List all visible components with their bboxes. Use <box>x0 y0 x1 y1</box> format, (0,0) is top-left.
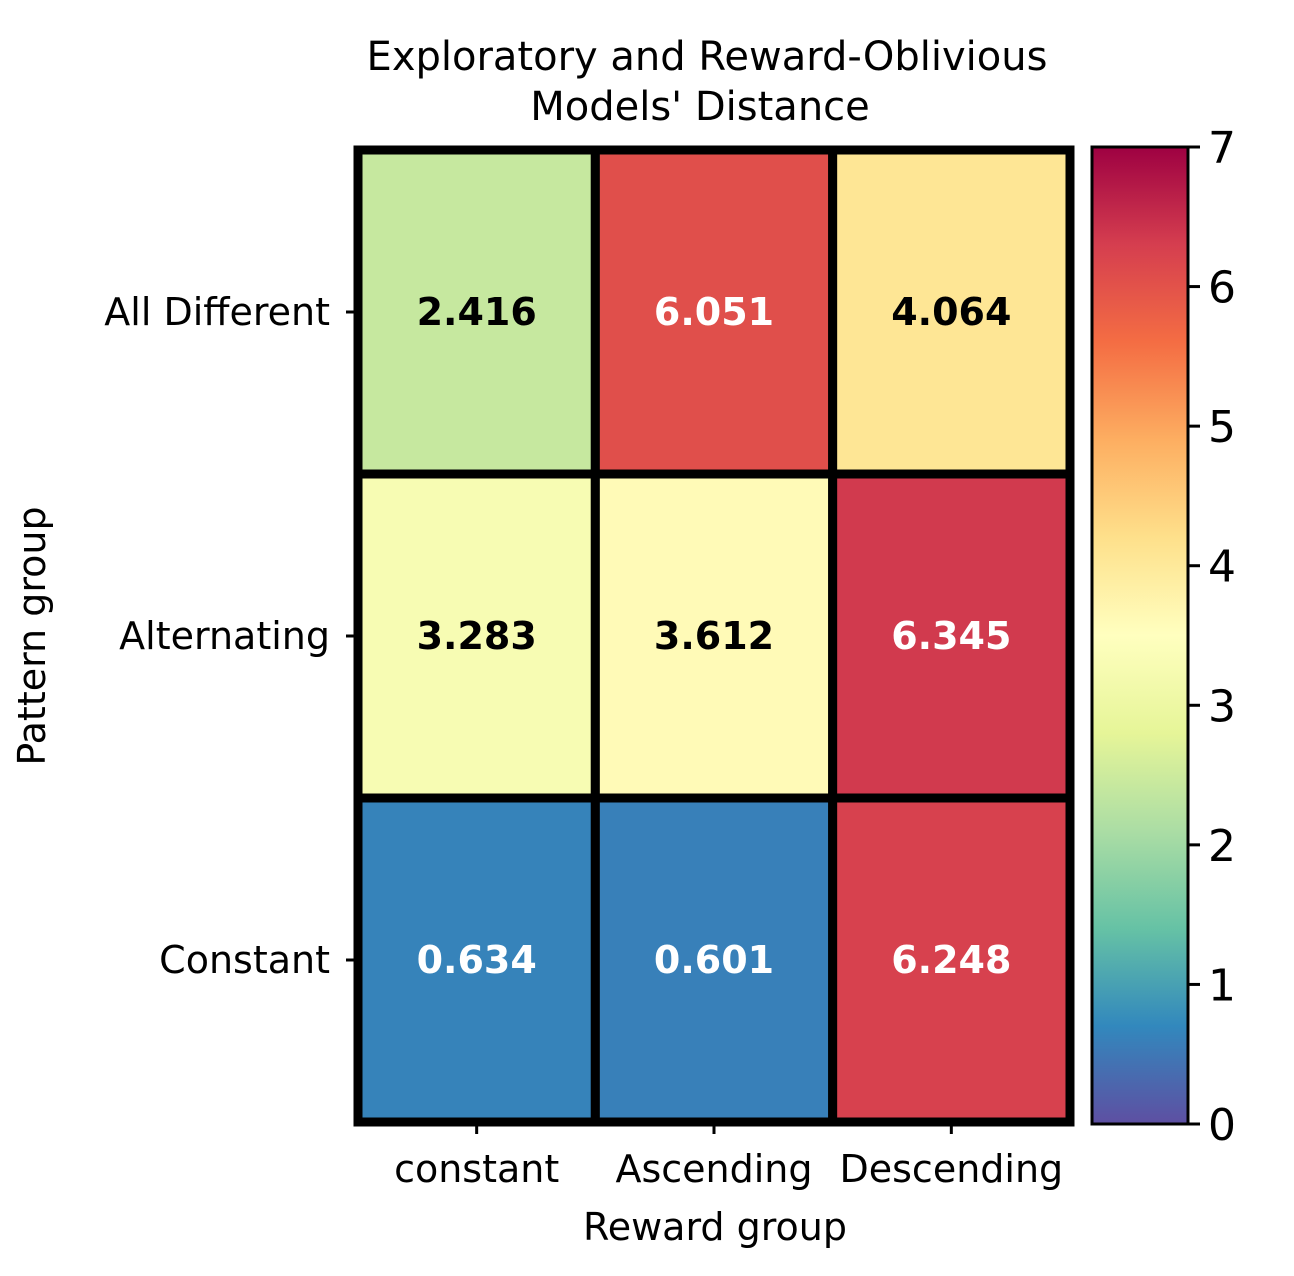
y-axis-ticks: All Different Alternating Constant <box>104 290 358 982</box>
cell-value-label: 6.248 <box>891 938 1011 982</box>
cell-value-label: 6.345 <box>891 614 1011 658</box>
y-axis-label: Pattern group <box>10 506 54 765</box>
chart-title-line-1: Exploratory and Reward-Oblivious <box>367 34 1048 80</box>
x-tick-label: constant <box>394 1147 559 1191</box>
heatmap-cell <box>590 145 838 479</box>
heatmap-cell <box>590 793 838 1127</box>
colorbar-ticks: 0 1 2 3 4 5 6 7 <box>1188 123 1236 1151</box>
colorbar-tick-label: 1 <box>1208 960 1236 1011</box>
y-tick-label: All Different <box>104 290 330 334</box>
cell-value-label: 6.051 <box>654 290 774 334</box>
y-tick-label: Constant <box>159 938 330 982</box>
cell-value-label: 3.612 <box>654 614 774 658</box>
chart-title-line-2: Models' Distance <box>530 84 870 130</box>
y-tick-label: Alternating <box>119 614 330 658</box>
x-tick-label: Descending <box>839 1147 1063 1191</box>
colorbar-tick-label: 7 <box>1208 123 1236 174</box>
colorbar-tick-label: 0 <box>1208 1100 1236 1151</box>
cell-value-label: 4.064 <box>891 290 1011 334</box>
heatmap-cells: 2.416 6.051 4.064 3.283 3.612 6.345 0.634 0.601… <box>353 145 1075 1127</box>
cell-value-label: 3.283 <box>417 614 537 658</box>
colorbar <box>1090 145 1190 1126</box>
cell-value-label: 2.416 <box>417 290 537 334</box>
x-axis-label: Reward group <box>583 1205 847 1249</box>
x-axis-ticks: constant Ascending Descending <box>394 1122 1063 1191</box>
colorbar-tick-label: 6 <box>1208 263 1236 314</box>
colorbar-tick-label: 2 <box>1208 821 1236 872</box>
cell-value-label: 0.634 <box>417 938 537 982</box>
colorbar-tick-label: 4 <box>1208 542 1236 593</box>
colorbar-tick-label: 5 <box>1208 402 1236 453</box>
heatmap-cell <box>828 469 1075 803</box>
colorbar-tick-label: 3 <box>1208 681 1236 732</box>
x-tick-label: Ascending <box>615 1147 812 1191</box>
cell-value-label: 0.601 <box>654 938 774 982</box>
